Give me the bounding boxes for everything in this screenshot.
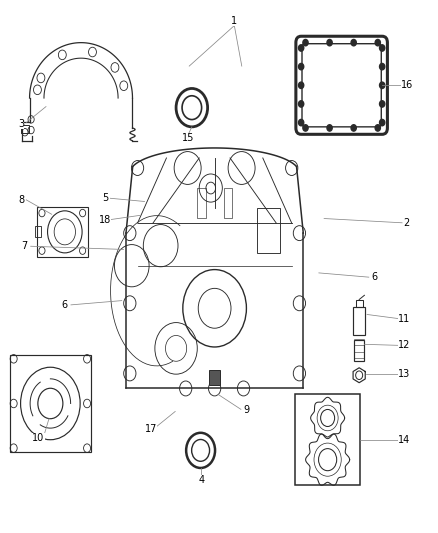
Bar — [257, 208, 280, 253]
Circle shape — [379, 45, 385, 51]
Circle shape — [327, 39, 332, 46]
Bar — [21, 125, 28, 133]
Bar — [37, 207, 88, 256]
Text: 12: 12 — [398, 341, 410, 350]
Text: 3: 3 — [18, 119, 24, 128]
Text: 2: 2 — [403, 218, 410, 228]
Bar — [209, 369, 220, 384]
Circle shape — [299, 101, 304, 107]
Circle shape — [299, 63, 304, 70]
Text: 15: 15 — [182, 133, 194, 142]
Text: 10: 10 — [32, 433, 45, 443]
Text: 16: 16 — [401, 80, 413, 90]
Bar — [353, 307, 365, 335]
Circle shape — [379, 101, 385, 107]
Circle shape — [299, 119, 304, 126]
Circle shape — [327, 125, 332, 131]
Bar — [10, 354, 91, 453]
Text: 17: 17 — [145, 424, 157, 433]
Circle shape — [379, 63, 385, 70]
Circle shape — [379, 119, 385, 126]
Text: 4: 4 — [198, 475, 205, 484]
Circle shape — [375, 125, 380, 131]
Text: 14: 14 — [398, 435, 410, 445]
Text: 6: 6 — [62, 300, 68, 310]
Text: 6: 6 — [371, 272, 377, 282]
Bar — [224, 188, 233, 218]
Text: 11: 11 — [398, 314, 410, 324]
Text: 7: 7 — [21, 241, 27, 251]
Bar — [295, 394, 360, 485]
Bar — [356, 300, 363, 307]
Text: 9: 9 — [243, 406, 249, 415]
Text: 13: 13 — [398, 369, 410, 379]
Circle shape — [375, 39, 380, 46]
Circle shape — [303, 125, 308, 131]
Bar — [354, 340, 364, 361]
Circle shape — [351, 39, 357, 46]
Circle shape — [299, 45, 304, 51]
Bar — [35, 227, 41, 237]
Text: 8: 8 — [18, 195, 24, 205]
Circle shape — [379, 82, 385, 88]
Text: 18: 18 — [99, 215, 111, 224]
Circle shape — [303, 39, 308, 46]
Text: 1: 1 — [231, 17, 237, 26]
Circle shape — [351, 125, 357, 131]
Bar — [197, 188, 205, 218]
Text: 5: 5 — [102, 193, 108, 203]
Circle shape — [299, 82, 304, 88]
